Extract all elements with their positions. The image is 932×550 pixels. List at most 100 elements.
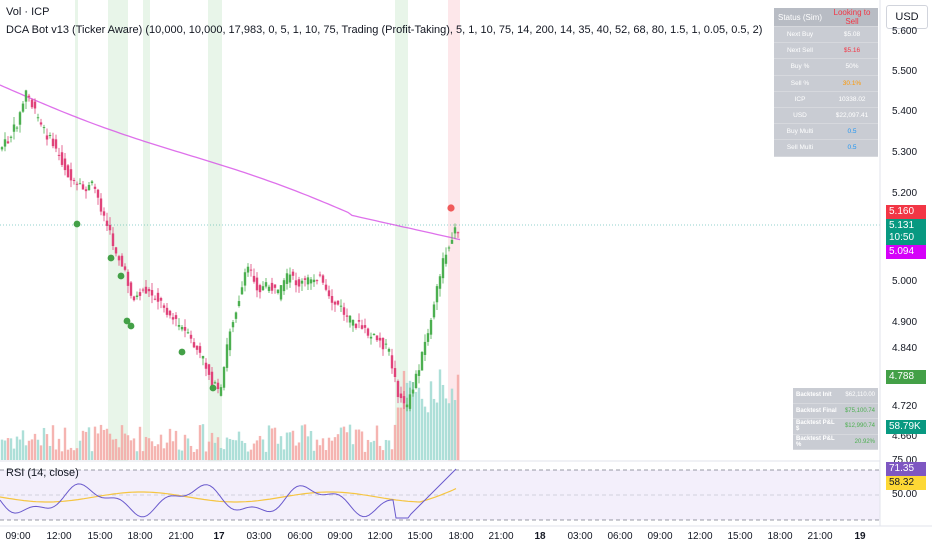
volume-bar xyxy=(141,451,145,460)
volume-bar xyxy=(129,440,133,460)
volume-bar xyxy=(426,412,430,460)
volume-bar xyxy=(54,449,58,460)
candle-body xyxy=(51,138,55,147)
backtest-value: $12,990.74 xyxy=(844,423,875,430)
status-row-key: USD xyxy=(793,112,807,120)
volume-bar xyxy=(27,440,31,460)
indicator-legend[interactable]: DCA Bot v13 (Ticker Aware) (10,000, 10,0… xyxy=(6,24,763,36)
candle-body xyxy=(420,352,424,371)
volume-bar xyxy=(105,428,109,460)
rsi-ma-line xyxy=(0,488,457,503)
volume-bar xyxy=(249,449,253,460)
backtest-value: $62,110.00 xyxy=(845,392,875,399)
candle-body xyxy=(240,287,244,295)
volume-bar xyxy=(231,439,235,460)
volume-bar xyxy=(243,443,247,460)
candle-body xyxy=(138,292,142,296)
candle-body xyxy=(315,280,319,282)
volume-bar xyxy=(330,440,334,460)
volume-bar xyxy=(450,388,454,460)
buy-marker xyxy=(127,322,135,330)
volume-bar xyxy=(408,380,412,460)
volume-bar xyxy=(171,441,175,460)
candle-body xyxy=(393,368,397,378)
volume-bar xyxy=(279,436,283,460)
time-tick: 18 xyxy=(534,531,546,542)
volume-bar xyxy=(15,436,19,460)
symbol-legend[interactable]: Vol · ICP xyxy=(6,6,50,18)
buy-marker xyxy=(209,384,217,392)
status-row-value: $5.08 xyxy=(843,31,861,39)
candle-body xyxy=(423,341,427,355)
volume-bar xyxy=(285,432,289,460)
time-tick: 09:00 xyxy=(5,531,31,542)
candle-body xyxy=(357,320,361,322)
currency-button[interactable]: USD xyxy=(886,5,928,29)
volume-bar xyxy=(333,437,337,460)
candle-body xyxy=(306,277,310,285)
candle-body xyxy=(348,315,352,323)
status-row: Buy % 50% xyxy=(774,59,878,76)
volume-bar xyxy=(246,451,250,460)
candle-body xyxy=(258,285,262,293)
rsi-legend[interactable]: RSI (14, close) xyxy=(6,467,79,479)
candles xyxy=(0,89,460,412)
volume-bar xyxy=(228,438,232,460)
volume-bar xyxy=(378,445,382,460)
candle-body xyxy=(0,147,4,150)
volume-bar xyxy=(381,450,385,460)
time-tick: 21:00 xyxy=(488,531,514,542)
candle-body xyxy=(126,271,130,286)
candle-body xyxy=(111,233,115,247)
candle-body xyxy=(150,290,154,296)
volume-bar xyxy=(174,430,178,460)
volume-bar xyxy=(183,434,187,460)
volume-bar xyxy=(417,387,421,460)
status-row-key: Next Buy xyxy=(786,31,814,39)
candle-body xyxy=(147,289,151,292)
candle-body xyxy=(144,286,148,294)
candle-body xyxy=(378,337,382,341)
volume-bar xyxy=(51,425,55,460)
volume-bar xyxy=(201,424,205,460)
candle-body xyxy=(273,284,277,288)
volume-bar xyxy=(264,451,268,460)
status-row-value: $5.16 xyxy=(843,47,861,55)
time-tick: 17 xyxy=(213,531,225,542)
candle-body xyxy=(429,319,433,335)
candle-body xyxy=(252,275,256,282)
volume-bar xyxy=(81,430,85,460)
volume-bar xyxy=(108,433,112,460)
volume-bar xyxy=(150,441,154,460)
candle-body xyxy=(351,319,355,326)
candle-body xyxy=(453,227,457,234)
candle-body xyxy=(87,184,91,191)
volume-bar xyxy=(360,431,364,460)
signal-zone xyxy=(395,0,408,461)
price-tick: 5.600 xyxy=(892,26,918,37)
volume-bar xyxy=(135,451,139,460)
volume-bar xyxy=(300,425,304,460)
candle-body xyxy=(405,404,409,408)
candle-body xyxy=(456,232,460,234)
volume-bar xyxy=(6,438,10,460)
candle-body xyxy=(219,387,223,396)
candle-body xyxy=(366,328,370,336)
volume-bar xyxy=(90,451,94,460)
status-row-key: Buy Multi xyxy=(786,128,814,136)
volume-bar xyxy=(120,425,124,460)
candle-body xyxy=(36,117,40,119)
volume-bar xyxy=(78,440,82,460)
candle-body xyxy=(24,90,28,102)
status-row: Buy Multi 0.5 xyxy=(774,124,878,141)
volume-bar xyxy=(111,439,115,460)
candle-body xyxy=(81,184,85,190)
candle-body xyxy=(78,183,82,185)
volume-bar xyxy=(3,440,7,460)
volume-bar xyxy=(159,434,163,460)
signal-zones xyxy=(75,0,460,461)
candle-body xyxy=(369,336,373,339)
countdown-tag: 10:50 xyxy=(886,231,926,245)
ma-line xyxy=(0,84,461,241)
